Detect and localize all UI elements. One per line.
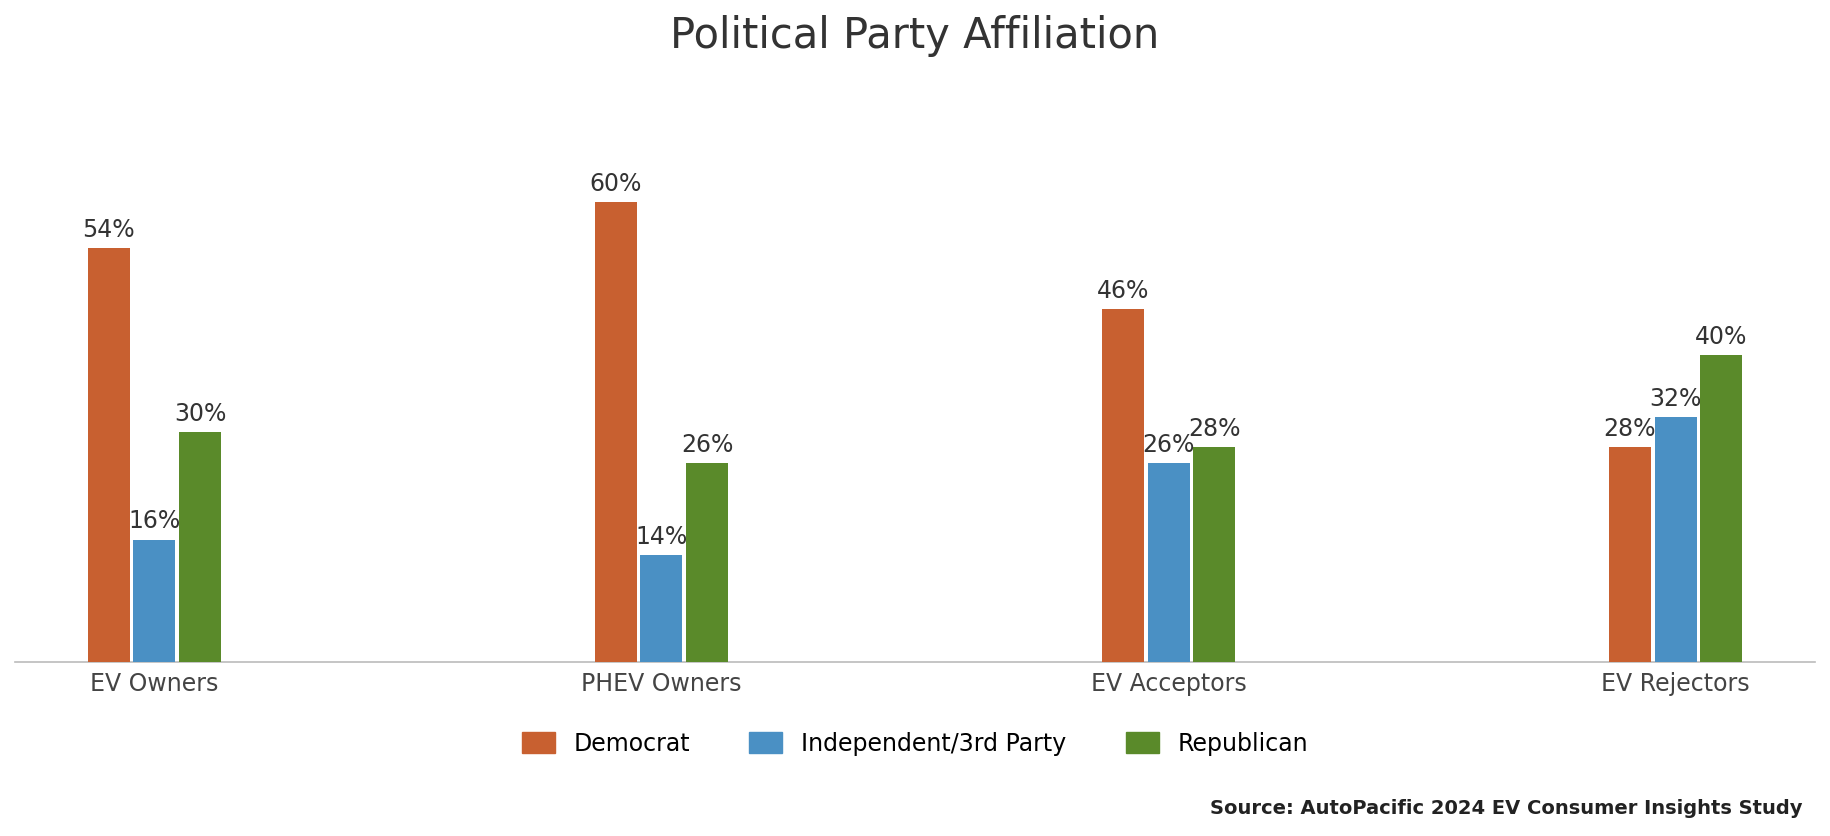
- Bar: [1700, 355, 1742, 662]
- Text: 28%: 28%: [1188, 417, 1241, 441]
- Bar: [595, 202, 637, 662]
- Bar: [1147, 463, 1190, 662]
- Text: 46%: 46%: [1096, 279, 1149, 303]
- Bar: [1654, 417, 1696, 662]
- Text: 14%: 14%: [635, 525, 688, 548]
- Text: 30%: 30%: [174, 402, 227, 426]
- Text: 54%: 54%: [82, 218, 135, 242]
- Legend: Democrat, Independent/3rd Party, Republican: Democrat, Independent/3rd Party, Republi…: [522, 732, 1308, 756]
- Bar: [179, 432, 221, 662]
- Text: 26%: 26%: [1142, 433, 1195, 456]
- Text: 26%: 26%: [681, 433, 734, 456]
- Text: 32%: 32%: [1649, 387, 1702, 410]
- Text: Source: AutoPacific 2024 EV Consumer Insights Study: Source: AutoPacific 2024 EV Consumer Ins…: [1210, 798, 1803, 818]
- Text: 40%: 40%: [1695, 325, 1748, 349]
- Bar: [686, 463, 728, 662]
- Bar: [1609, 447, 1651, 662]
- Bar: [134, 539, 176, 662]
- Text: 60%: 60%: [589, 172, 642, 196]
- Title: Political Party Affiliation: Political Party Affiliation: [670, 15, 1160, 57]
- Bar: [1102, 309, 1144, 662]
- Bar: [1193, 447, 1235, 662]
- Text: 28%: 28%: [1603, 417, 1656, 441]
- Bar: [640, 555, 683, 662]
- Bar: [88, 248, 130, 662]
- Text: 16%: 16%: [128, 509, 181, 533]
